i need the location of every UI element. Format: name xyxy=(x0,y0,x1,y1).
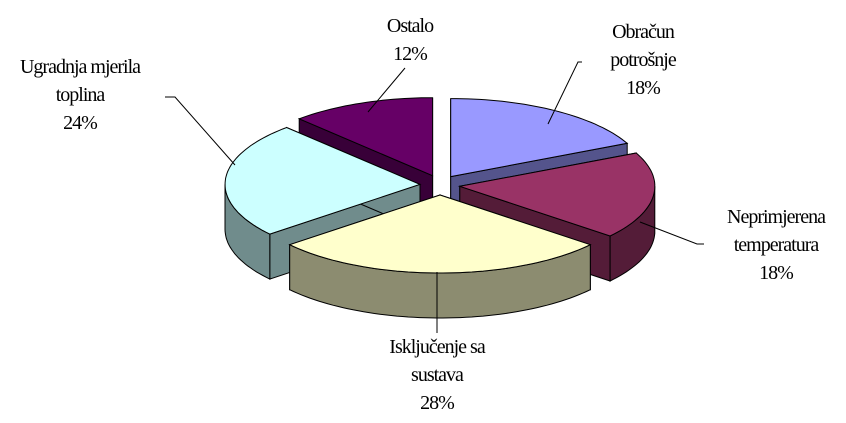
category-label: Neprimjerena temperatura xyxy=(727,206,826,256)
category-label: Isključenje sa sustava xyxy=(389,336,485,386)
slice-label: Obračun potrošnje 18% xyxy=(593,18,693,102)
slice-top xyxy=(450,98,629,178)
slice-top xyxy=(457,152,656,237)
slice-top xyxy=(297,97,434,177)
leader-line xyxy=(547,61,582,125)
category-label: Obračun potrošnje xyxy=(610,21,676,71)
value-label: 18% xyxy=(759,262,794,284)
value-label: 18% xyxy=(626,77,661,99)
category-label: Ugradnja mjerila toplina xyxy=(19,56,141,106)
value-label: 24% xyxy=(63,112,98,134)
slice-label: Ostalo 12% xyxy=(370,12,450,68)
category-label: Ostalo xyxy=(386,15,434,37)
slice-top xyxy=(224,126,422,235)
slice-top xyxy=(288,194,592,274)
leader-line xyxy=(165,96,236,166)
value-label: 12% xyxy=(393,43,428,65)
value-label: 28% xyxy=(420,392,455,414)
leader-line xyxy=(639,221,704,245)
slice-label: Neprimjerena temperatura 18% xyxy=(706,203,846,287)
slice-label: Ugradnja mjerila toplina 24% xyxy=(0,53,163,137)
slice-label: Isključenje sa sustava 28% xyxy=(362,333,512,417)
leader-line xyxy=(367,67,406,113)
slice xyxy=(288,194,592,319)
